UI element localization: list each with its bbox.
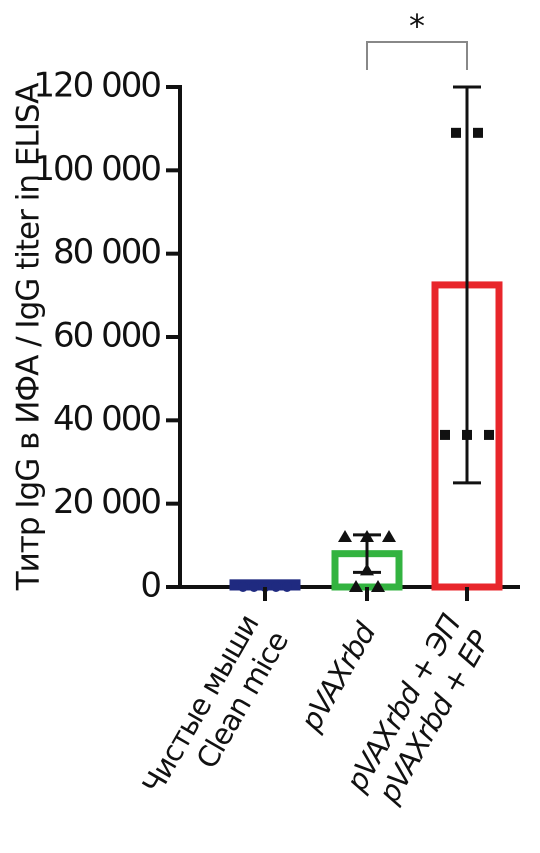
error-bar: [453, 85, 481, 485]
data-point: [473, 127, 483, 138]
data-point: [338, 530, 352, 542]
data-point: [484, 429, 494, 440]
data-point: [462, 429, 472, 440]
y-tick-label: 20 000: [53, 482, 160, 522]
data-point: [360, 530, 374, 542]
data-point: [282, 582, 292, 592]
data-point: [451, 127, 461, 138]
x-tick-label: pVAXrbd: [293, 616, 383, 737]
data-point: [249, 582, 259, 592]
data-point: [382, 530, 396, 542]
data-point: [360, 563, 374, 576]
y-axis-label: Титр IgG в ИФА / IgG titer in ELISA: [11, 83, 47, 591]
y-tick-label: 40 000: [53, 399, 160, 439]
data-point: [238, 582, 248, 592]
data-point: [371, 580, 385, 592]
y-tick-label: 0: [140, 566, 160, 606]
data-point: [271, 582, 281, 592]
y-tick-label: 120 000: [33, 66, 160, 106]
significance-bracket: [366, 41, 468, 70]
data-point: [440, 429, 450, 440]
data-point: [349, 580, 363, 592]
y-tick-label: 100 000: [33, 149, 160, 189]
y-tick-label: 80 000: [53, 232, 160, 272]
y-tick-label: 60 000: [53, 316, 160, 356]
significance-label: *: [409, 7, 425, 45]
